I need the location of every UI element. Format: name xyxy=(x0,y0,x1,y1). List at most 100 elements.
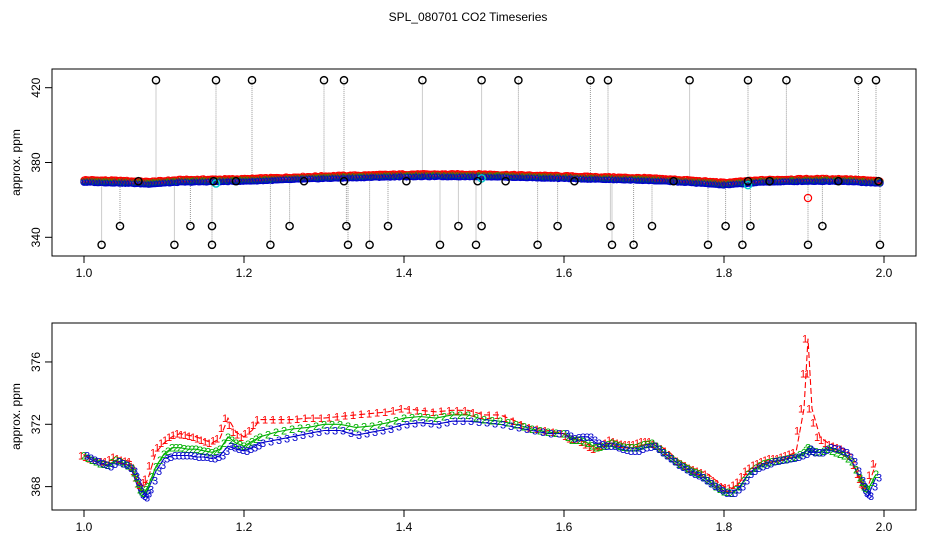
series2-marker: 2 xyxy=(637,441,643,453)
series2-marker: 2 xyxy=(601,441,607,453)
series2-marker: 2 xyxy=(785,454,791,466)
series2-marker: 2 xyxy=(201,446,207,458)
series1-marker: 1 xyxy=(658,443,664,455)
series3-marker: 3 xyxy=(704,475,710,487)
series3-marker: 3 xyxy=(776,456,782,468)
series3-marker: 3 xyxy=(872,482,878,494)
series1-marker: 1 xyxy=(154,443,160,455)
series1-marker: 1 xyxy=(758,457,764,469)
series2-marker: 2 xyxy=(741,475,747,487)
series1-marker: 1 xyxy=(206,438,212,450)
series1-marker: 1 xyxy=(230,427,236,439)
series1-marker: 1 xyxy=(590,444,596,456)
series3-marker: 3 xyxy=(112,459,118,471)
series2-marker: 2 xyxy=(645,439,651,451)
plot2-ytick-label: 368 xyxy=(29,476,43,496)
series3-marker: 3 xyxy=(372,427,378,439)
series3-marker: 3 xyxy=(696,471,702,483)
cyan-marker xyxy=(743,180,753,190)
series3-marker: 3 xyxy=(632,446,638,458)
plot2-xtick-label: 1.8 xyxy=(716,520,733,534)
series3-marker: 3 xyxy=(656,444,662,456)
series1-marker: 1 xyxy=(250,420,256,432)
outlier-point xyxy=(501,176,510,186)
series2-marker: 2 xyxy=(121,458,127,470)
plot2-xtick-label: 1.0 xyxy=(76,520,93,534)
series3-marker: 3 xyxy=(404,419,410,431)
series1-marker: 1 xyxy=(598,441,604,453)
series1-marker: 1 xyxy=(578,437,584,449)
series2-marker: 2 xyxy=(673,457,679,469)
series1-marker: 1 xyxy=(186,431,192,443)
outlier-point xyxy=(685,75,694,85)
series1-marker: 1 xyxy=(778,452,784,464)
series2-marker: 2 xyxy=(845,454,851,466)
series1-marker: 1 xyxy=(782,451,788,463)
series2-marker: 2 xyxy=(173,443,179,455)
series2-marker: 2 xyxy=(733,485,739,497)
series1-marker: 1 xyxy=(726,483,732,495)
series3-marker: 3 xyxy=(116,457,122,469)
series2-marker: 2 xyxy=(863,483,869,495)
series3-marker: 3 xyxy=(716,483,722,495)
series3-marker: 3 xyxy=(148,485,154,497)
series1-marker: 1 xyxy=(654,441,660,453)
series2-marker: 2 xyxy=(131,468,137,480)
series3-marker: 3 xyxy=(584,432,590,444)
series1-marker: 1 xyxy=(94,457,100,469)
series1-marker: 1 xyxy=(606,435,612,447)
series2-marker: 2 xyxy=(353,422,359,434)
series2-marker: 2 xyxy=(313,421,319,433)
series3-marker: 3 xyxy=(136,477,142,489)
series2-marker: 2 xyxy=(749,466,755,478)
outlier-point xyxy=(339,75,349,85)
series2-marker: 2 xyxy=(725,487,731,499)
series1-marker: 1 xyxy=(670,454,676,466)
series3-marker: 3 xyxy=(260,438,266,450)
outlier-point xyxy=(454,221,463,231)
series1-marker: 1 xyxy=(722,482,728,494)
series2-marker: 2 xyxy=(613,440,619,452)
series2-marker: 2 xyxy=(761,458,767,470)
series1-marker: 1 xyxy=(582,440,588,452)
outlier-point xyxy=(343,240,353,250)
series1-marker: 1 xyxy=(698,468,704,480)
series3-marker: 3 xyxy=(540,427,546,439)
outlier-point xyxy=(874,176,883,186)
series1-marker: 1 xyxy=(136,480,142,492)
outlier-point xyxy=(186,221,195,231)
outlier-point xyxy=(647,221,657,231)
series3-marker: 3 xyxy=(324,426,330,438)
series1-marker: 1 xyxy=(834,443,840,455)
outlier-point xyxy=(721,221,730,231)
series3-marker: 3 xyxy=(664,451,670,463)
series3-marker: 3 xyxy=(604,441,610,453)
series3-marker: 3 xyxy=(244,446,250,458)
series2-marker: 2 xyxy=(505,418,511,430)
series1-marker: 1 xyxy=(238,432,244,444)
series1-marker: 1 xyxy=(574,435,580,447)
series2-marker: 2 xyxy=(113,455,119,467)
series1-marker: 1 xyxy=(242,429,248,441)
series1-marker: 1 xyxy=(326,412,332,424)
series3-marker: 3 xyxy=(524,424,530,436)
series2-marker: 2 xyxy=(165,446,171,458)
series1-marker: 1 xyxy=(794,426,800,438)
series1-marker: 1 xyxy=(414,405,420,417)
series2-marker: 2 xyxy=(289,424,295,436)
series3-marker: 3 xyxy=(164,454,170,466)
series3-marker: 3 xyxy=(736,485,742,497)
series1-marker: 1 xyxy=(870,458,876,470)
series3-marker: 3 xyxy=(712,481,718,493)
series3-marker: 3 xyxy=(568,431,574,443)
series1-marker: 1 xyxy=(198,435,204,447)
plot1-xtick-label: 1.6 xyxy=(556,266,573,280)
series1-marker: 1 xyxy=(126,457,132,469)
series3-marker: 3 xyxy=(808,444,814,456)
series2-marker: 2 xyxy=(781,454,787,466)
series2-marker: 2 xyxy=(825,444,831,456)
series1-marker: 1 xyxy=(366,408,372,420)
series2-marker: 2 xyxy=(773,456,779,468)
series3-marker: 3 xyxy=(612,441,618,453)
series2-marker: 2 xyxy=(561,429,567,441)
